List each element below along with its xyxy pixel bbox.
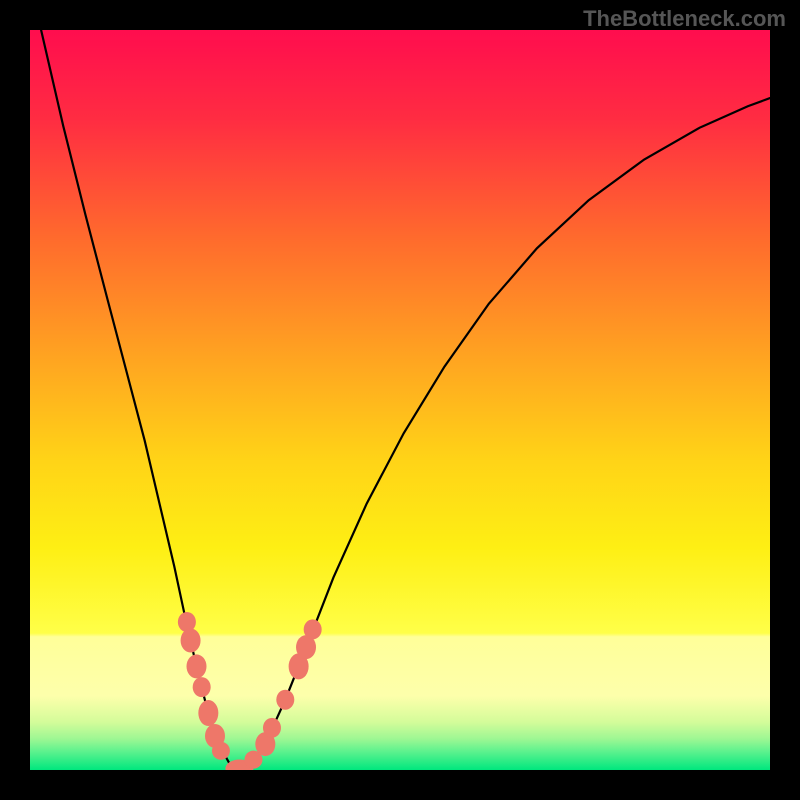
marker-layer [30,30,770,770]
chart-frame: TheBottleneck.com [0,0,800,800]
watermark-text: TheBottleneck.com [583,6,786,32]
marker-group [178,612,322,770]
curve-marker [304,619,322,639]
curve-marker [187,654,207,678]
curve-marker [263,718,281,738]
curve-marker [181,629,201,653]
curve-marker [212,742,230,760]
curve-marker [193,677,211,697]
curve-marker [198,700,218,726]
plot-area [30,30,770,770]
curve-marker [276,690,294,710]
